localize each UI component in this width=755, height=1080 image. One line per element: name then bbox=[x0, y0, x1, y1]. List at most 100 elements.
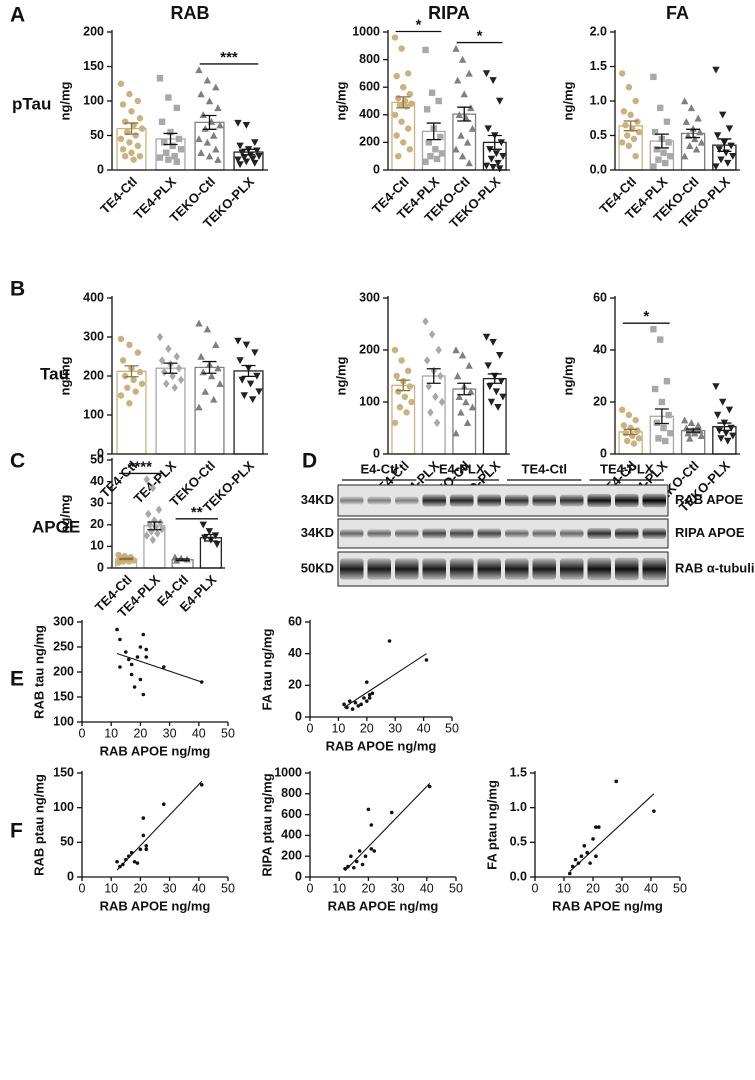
data-point bbox=[349, 854, 353, 858]
data-point bbox=[395, 388, 402, 395]
significance-label: * bbox=[416, 16, 422, 33]
data-point bbox=[160, 139, 168, 146]
y-tick-label: 200 bbox=[53, 664, 74, 678]
x-tick-label: 40 bbox=[420, 881, 434, 895]
row-label: Tau bbox=[40, 364, 69, 383]
data-point bbox=[173, 104, 181, 112]
data-point bbox=[342, 702, 346, 707]
blot-band bbox=[587, 527, 611, 540]
blot-label: RIPA APOE bbox=[675, 525, 745, 540]
data-point bbox=[630, 440, 638, 447]
data-point bbox=[195, 135, 203, 143]
data-point bbox=[138, 125, 146, 132]
data-point bbox=[175, 135, 183, 143]
x-axis-label: RAB APOE ng/mg bbox=[328, 898, 439, 913]
blot-band bbox=[505, 558, 529, 580]
data-point bbox=[251, 349, 259, 357]
data-point bbox=[214, 155, 222, 163]
data-point bbox=[618, 139, 626, 146]
data-point bbox=[391, 419, 399, 426]
data-point bbox=[396, 101, 404, 109]
blot-strip bbox=[337, 484, 669, 517]
blot-band bbox=[422, 528, 446, 539]
error-bar bbox=[654, 408, 669, 425]
blot-band bbox=[615, 493, 639, 508]
data-point bbox=[145, 509, 152, 519]
y-tick-label: 800 bbox=[281, 786, 302, 800]
significance-label: *** bbox=[220, 49, 238, 66]
data-point bbox=[387, 639, 392, 643]
data-point bbox=[177, 375, 185, 385]
data-point bbox=[400, 84, 407, 91]
data-point bbox=[655, 435, 662, 442]
data-point bbox=[635, 128, 643, 136]
blot-band bbox=[477, 494, 501, 507]
y-tick-label: 10 bbox=[90, 539, 104, 553]
data-point bbox=[403, 409, 410, 416]
data-point bbox=[214, 364, 222, 372]
data-point bbox=[667, 430, 674, 437]
data-point bbox=[686, 142, 694, 150]
y-tick-label: 200 bbox=[83, 368, 104, 382]
blot-band bbox=[587, 493, 611, 508]
bar bbox=[194, 366, 225, 455]
error-bar bbox=[124, 365, 139, 378]
data-point bbox=[201, 387, 209, 395]
data-point bbox=[467, 387, 475, 395]
data-point bbox=[725, 125, 734, 133]
blot-band bbox=[477, 528, 501, 539]
data-point bbox=[408, 398, 415, 406]
y-tick-label: 100 bbox=[83, 93, 104, 107]
data-point bbox=[653, 419, 661, 426]
data-point bbox=[199, 111, 207, 118]
blot-band bbox=[560, 494, 584, 507]
data-point bbox=[487, 398, 496, 406]
data-point bbox=[161, 802, 166, 806]
y-tick-label: 0 bbox=[295, 869, 302, 883]
y-tick-label: 200 bbox=[83, 24, 104, 38]
panel-letter: D bbox=[302, 450, 317, 473]
data-point bbox=[495, 165, 504, 173]
blot-band bbox=[615, 527, 639, 540]
data-point bbox=[585, 850, 589, 855]
data-point bbox=[697, 432, 706, 439]
data-point bbox=[359, 702, 363, 707]
data-point bbox=[625, 142, 633, 150]
error-bar bbox=[175, 558, 190, 562]
data-point bbox=[128, 108, 135, 115]
data-point bbox=[406, 383, 414, 390]
y-tick-label: 1.5 bbox=[590, 59, 607, 73]
data-point bbox=[370, 691, 375, 696]
x-tick-label: 0 bbox=[307, 721, 314, 735]
data-point bbox=[624, 132, 631, 139]
data-point bbox=[167, 128, 174, 136]
data-point bbox=[165, 94, 172, 101]
data-point bbox=[713, 411, 722, 419]
data-point bbox=[692, 145, 701, 153]
data-point bbox=[660, 149, 667, 156]
data-point bbox=[129, 672, 134, 677]
y-tick-label: 0 bbox=[67, 869, 74, 883]
data-point bbox=[171, 383, 178, 392]
lane-group-label: TE4-PLX bbox=[600, 461, 654, 476]
data-point bbox=[234, 156, 242, 164]
data-point bbox=[729, 153, 737, 160]
data-point bbox=[655, 156, 662, 163]
data-point bbox=[119, 101, 127, 108]
data-point bbox=[435, 345, 442, 355]
y-tick-label: 0 bbox=[373, 162, 380, 176]
data-point bbox=[132, 685, 137, 689]
blot-band bbox=[340, 558, 364, 580]
data-point bbox=[634, 118, 641, 125]
y-tick-label: 100 bbox=[53, 800, 74, 814]
data-point bbox=[199, 368, 207, 376]
data-point bbox=[156, 75, 164, 82]
data-point bbox=[697, 138, 706, 146]
data-point bbox=[404, 125, 412, 132]
data-point bbox=[128, 149, 135, 156]
lane-group-label: TE4-Ctl bbox=[522, 461, 568, 476]
data-point bbox=[724, 159, 732, 167]
data-point bbox=[489, 164, 497, 171]
data-point bbox=[427, 784, 432, 789]
data-point bbox=[126, 657, 131, 662]
